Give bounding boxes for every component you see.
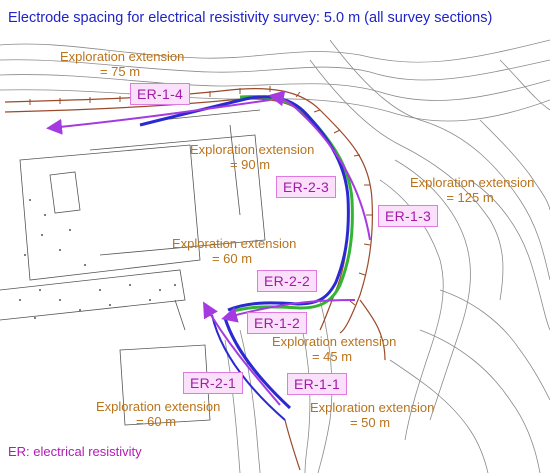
survey-label-er-2-2: ER-2-2: [257, 270, 318, 292]
arrow-er-1-2: [221, 299, 356, 323]
arrow-er-2-3: [268, 90, 371, 241]
extension-value: = 125 m: [446, 189, 494, 205]
vegetation-dots: [19, 199, 176, 319]
extension-label-er-1-2: Exploration extension = 45 m: [272, 334, 397, 365]
survey-label-er-1-3: ER-1-3: [378, 205, 439, 227]
survey-label-er-2-3: ER-2-3: [276, 176, 337, 198]
extension-text: Exploration extension: [410, 175, 535, 190]
extension-label-er-2-3: Exploration extension = 90 m: [190, 142, 315, 173]
survey-label-er-1-2: ER-1-2: [247, 312, 308, 334]
map-title: Electrode spacing for electrical resisti…: [8, 10, 493, 26]
extension-text: Exploration extension: [60, 49, 185, 64]
extension-label-er-2-2: Exploration extension = 60 m: [172, 236, 297, 267]
survey-label-er-1-1: ER-1-1: [287, 373, 348, 395]
survey-label-er-1-4: ER-1-4: [130, 83, 191, 105]
extension-value: = 45 m: [311, 348, 353, 364]
extension-text: Exploration extension: [272, 334, 397, 349]
extension-value: = 60 m: [211, 250, 253, 266]
extension-value: = 90 m: [229, 156, 271, 172]
extension-label-er-1-3: Exploration extension = 125 m: [410, 175, 535, 206]
contour-lines: [0, 39, 550, 473]
arrow-er-1-4: [46, 99, 271, 135]
arrow-er-2-1: [203, 301, 281, 406]
site-plan: [0, 109, 266, 426]
extension-value: = 60 m: [135, 413, 177, 429]
survey-label-er-2-1: ER-2-1: [183, 372, 244, 394]
extension-text: Exploration extension: [96, 399, 221, 414]
extension-text: Exploration extension: [172, 236, 297, 251]
extension-value: = 50 m: [349, 414, 391, 430]
extension-value: = 75 m: [99, 63, 141, 79]
extension-label-er-2-1: Exploration extension = 60 m: [96, 399, 221, 430]
extension-label-er-1-1: Exploration extension = 50 m: [310, 400, 435, 431]
extension-text: Exploration extension: [190, 142, 315, 157]
legend-text: ER: electrical resistivity: [8, 444, 142, 459]
survey-arrows: [46, 90, 371, 406]
extension-text: Exploration extension: [310, 400, 435, 415]
extension-label-er-1-4: Exploration extension = 75 m: [60, 49, 185, 80]
